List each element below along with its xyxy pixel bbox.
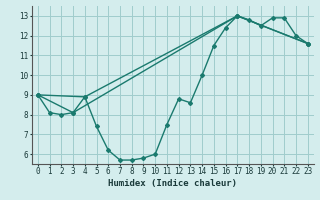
X-axis label: Humidex (Indice chaleur): Humidex (Indice chaleur) [108,179,237,188]
